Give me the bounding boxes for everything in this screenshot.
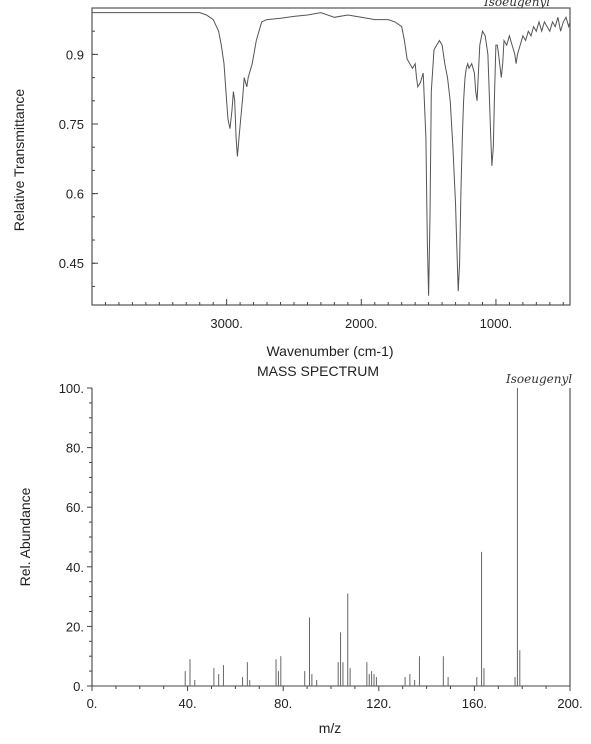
ir-tick-group: 3000. 2000. 1000. 0.45 0.6 0.75 0.9 — [59, 30, 564, 331]
mass-spectrum-chart: MASS SPECTRUM 0. 40. 80. 120. 160. 200. 0. 20. 4… — [17, 363, 583, 736]
ms-xtick-label: 0. — [87, 696, 98, 711]
ms-ylabel: Rel. Abundance — [17, 487, 33, 586]
ir-spectrum-chart: 3000. 2000. 1000. 0.45 0.6 0.75 0.9 Wavenumber… — [11, 0, 571, 359]
ir-xtick-label: 3000. — [210, 316, 243, 331]
ms-ytick-label: 80. — [66, 441, 84, 456]
ir-ytick-label: 0.6 — [66, 187, 84, 202]
ms-xlabel: m/z — [319, 720, 342, 736]
ms-ytick-label: 20. — [66, 619, 84, 634]
ms-ytick-label: 0. — [73, 679, 84, 694]
ir-ylabel: Relative Transmittance — [11, 89, 27, 232]
ms-annotation: Isoeugenyl — [505, 372, 572, 386]
ms-ytick-label: 100. — [59, 381, 84, 396]
ir-plot-frame — [91, 7, 571, 306]
ms-ytick-label: 40. — [66, 560, 84, 575]
ir-ytick-label: 0.45 — [59, 256, 84, 271]
ms-ytick-label: 60. — [66, 500, 84, 515]
ir-ytick-label: 0.75 — [59, 117, 84, 132]
ir-ytick-label: 0.9 — [66, 47, 84, 62]
ms-xtick-label: 80. — [274, 696, 292, 711]
ms-xtick-label: 120. — [366, 696, 391, 711]
ms-xtick-label: 200. — [557, 696, 582, 711]
ir-xtick-label: 2000. — [345, 316, 378, 331]
ms-title: MASS SPECTRUM — [257, 363, 379, 379]
ir-annotation: Isoeugenyl — [483, 0, 550, 9]
ms-xtick-label: 160. — [462, 696, 487, 711]
ms-xtick-label: 40. — [179, 696, 197, 711]
ms-peak-group — [184, 388, 521, 686]
ir-xtick-label: 1000. — [480, 316, 513, 331]
ms-tick-group: 0. 40. 80. 120. 160. 200. 0. 20. 40. 60. 80. 100. — [59, 381, 583, 711]
ir-spectrum-line — [92, 12, 571, 296]
ir-xlabel: Wavenumber (cm-1) — [266, 343, 393, 359]
